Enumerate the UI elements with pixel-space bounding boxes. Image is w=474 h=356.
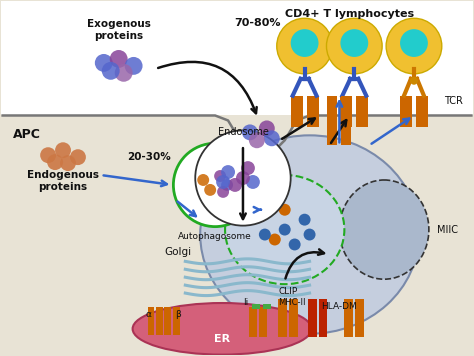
Ellipse shape <box>133 303 311 355</box>
Text: α: α <box>146 310 152 319</box>
Bar <box>400 96 412 127</box>
Circle shape <box>40 147 56 163</box>
Circle shape <box>340 29 368 57</box>
Ellipse shape <box>200 135 419 334</box>
Circle shape <box>47 154 63 170</box>
Circle shape <box>400 29 428 57</box>
Circle shape <box>249 132 265 148</box>
Circle shape <box>259 120 275 136</box>
Circle shape <box>241 161 255 175</box>
Bar <box>249 307 257 337</box>
Bar <box>308 299 317 337</box>
Bar <box>173 307 180 335</box>
Circle shape <box>214 170 226 182</box>
Circle shape <box>304 229 316 241</box>
Text: CD4+ T lymphocytes: CD4+ T lymphocytes <box>285 9 414 19</box>
Circle shape <box>246 175 260 189</box>
Bar <box>341 96 351 145</box>
Circle shape <box>70 149 86 165</box>
Circle shape <box>264 130 280 146</box>
Circle shape <box>228 178 242 192</box>
Circle shape <box>95 54 113 72</box>
Circle shape <box>277 18 332 74</box>
Circle shape <box>236 171 250 185</box>
Bar <box>1 1 473 115</box>
Circle shape <box>254 209 266 221</box>
Circle shape <box>386 18 442 74</box>
Ellipse shape <box>225 175 345 284</box>
Circle shape <box>115 64 133 82</box>
Ellipse shape <box>339 180 429 279</box>
Text: CLIP: CLIP <box>278 287 297 296</box>
Circle shape <box>55 142 71 158</box>
Bar <box>259 307 267 337</box>
Text: MHC-II: MHC-II <box>278 298 305 307</box>
Circle shape <box>289 239 301 250</box>
Bar <box>291 96 302 127</box>
Bar <box>1 115 473 355</box>
Text: TCR: TCR <box>444 96 463 106</box>
Circle shape <box>217 186 229 198</box>
Circle shape <box>60 155 76 171</box>
Bar <box>307 96 319 127</box>
Circle shape <box>279 224 291 236</box>
Circle shape <box>410 77 418 85</box>
Text: Golgi: Golgi <box>165 247 192 257</box>
Bar <box>356 299 364 337</box>
Circle shape <box>173 143 257 227</box>
Text: APC: APC <box>13 129 41 141</box>
Bar <box>289 299 298 337</box>
Text: Exogenous
proteins: Exogenous proteins <box>87 19 151 41</box>
Text: 70-80%: 70-80% <box>235 18 281 28</box>
Circle shape <box>216 175 230 189</box>
Circle shape <box>259 229 271 241</box>
Text: MIIC: MIIC <box>437 225 458 235</box>
Circle shape <box>204 184 216 196</box>
Text: Endogenous
proteins: Endogenous proteins <box>27 170 99 192</box>
Circle shape <box>242 124 258 140</box>
Circle shape <box>197 174 209 186</box>
Bar <box>156 307 164 335</box>
Text: HLA-DM: HLA-DM <box>321 302 357 311</box>
Bar <box>340 96 352 127</box>
Bar <box>319 299 328 337</box>
Bar <box>278 299 287 337</box>
Bar <box>416 96 428 127</box>
Circle shape <box>110 50 128 68</box>
Text: Endosome: Endosome <box>218 127 268 137</box>
Bar <box>263 304 271 309</box>
Circle shape <box>269 234 281 246</box>
Bar <box>252 304 260 309</box>
Text: Autophagosome: Autophagosome <box>178 232 252 241</box>
Text: β: β <box>175 310 181 319</box>
Text: Ii: Ii <box>243 298 248 307</box>
Bar <box>356 96 368 127</box>
Circle shape <box>102 62 120 80</box>
Bar <box>345 299 353 337</box>
Bar <box>147 307 155 335</box>
Bar <box>328 96 337 145</box>
Bar <box>164 307 172 335</box>
Circle shape <box>291 29 319 57</box>
Text: 20-30%: 20-30% <box>127 152 170 162</box>
Circle shape <box>221 179 233 191</box>
Circle shape <box>327 18 382 74</box>
Circle shape <box>125 57 143 75</box>
Circle shape <box>195 130 291 226</box>
Circle shape <box>221 165 235 179</box>
Text: ER: ER <box>214 334 230 344</box>
Circle shape <box>279 204 291 216</box>
Circle shape <box>299 214 310 226</box>
